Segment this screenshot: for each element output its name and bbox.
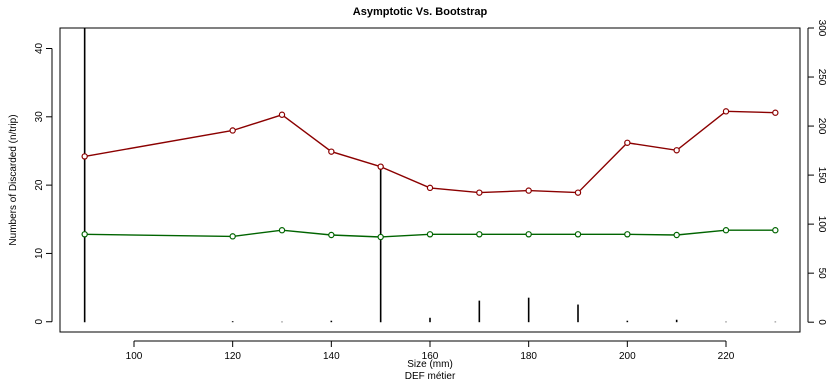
series-1-point-90: [81, 153, 88, 160]
x-tick-label-220: 220: [718, 351, 735, 362]
x-axis: 100 120 140 160 180 200 220: [126, 340, 735, 362]
series-1-point-160: [426, 184, 434, 192]
spike-series: [83, 28, 777, 323]
series-1-line: [84, 110, 776, 194]
y-tick-label-20: 20: [34, 179, 45, 191]
chart-title: Asymptotic Vs. Bootstrap: [353, 6, 488, 18]
y-tick-label-0: 0: [34, 319, 45, 325]
y-axis-label: Numbers of Discarded (n/trip): [8, 114, 19, 245]
x-tick-label-180: 180: [520, 351, 537, 362]
x-axis-label: Size (mm): [407, 359, 453, 370]
series-1-point-200: [624, 139, 631, 146]
x-tick-label-160: 160: [422, 351, 439, 362]
series-1-point-120: [229, 127, 236, 134]
series-1-point-190: [574, 189, 582, 196]
series-2-point-150: [377, 233, 384, 241]
plot-frame: [59, 27, 801, 333]
y-axis-right: 0 50 100 150 200 250 300: [807, 20, 827, 325]
series-2-point-210: [673, 231, 680, 239]
series-2-point-200: [624, 231, 631, 238]
series-1-point-220: [722, 108, 730, 115]
series-2-point-220: [722, 227, 730, 234]
y-tick-label-10: 10: [34, 247, 45, 259]
y-tick-label-30: 30: [34, 111, 45, 123]
line-series: [84, 110, 776, 238]
series-2-point-130: [278, 227, 286, 234]
series-1-point-170: [476, 189, 483, 196]
y-axis-left: 0 10 20 30 40: [34, 42, 53, 325]
series-2-point-230: [772, 227, 779, 234]
y2-tick-label-200: 200: [816, 118, 827, 135]
series-2-point-190: [574, 231, 582, 238]
series-1-point-180: [525, 187, 532, 194]
series-2-point-170: [476, 231, 483, 238]
x-tick-label-200: 200: [619, 351, 636, 362]
series-1-point-130: [278, 111, 286, 118]
x-tick-label-120: 120: [224, 351, 241, 362]
y-tick-label-40: 40: [34, 42, 45, 54]
y2-tick-label-0: 0: [816, 319, 827, 325]
series-2-point-180: [525, 231, 532, 238]
y2-tick-label-250: 250: [816, 69, 827, 86]
series-2-point-90: [81, 231, 88, 238]
point-series: [81, 108, 779, 241]
series-1-point-230: [772, 109, 779, 116]
series-2-point-120: [229, 233, 236, 240]
series-2-point-160: [426, 231, 434, 238]
x-axis-sublabel: DEF métier: [405, 371, 456, 382]
series-1-point-150: [377, 163, 384, 170]
x-tick-label-100: 100: [126, 351, 143, 362]
y2-tick-label-100: 100: [816, 216, 827, 233]
y2-tick-label-300: 300: [816, 20, 827, 37]
y2-tick-label-150: 150: [816, 167, 827, 184]
series-1-point-140: [328, 148, 335, 155]
series-1-point-210: [673, 147, 680, 154]
x-tick-label-140: 140: [323, 351, 340, 362]
y2-tick-label-50: 50: [816, 268, 827, 280]
series-2-point-140: [328, 231, 335, 239]
